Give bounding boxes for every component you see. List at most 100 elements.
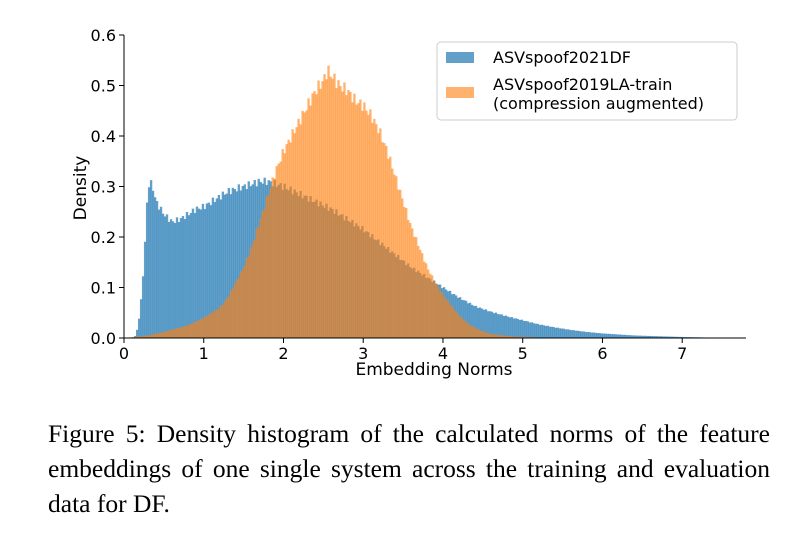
series-asvspoof2019la-bars	[125, 65, 567, 339]
histogram-bar-asvspoof2021df	[610, 334, 613, 338]
histogram-bar-asvspoof2019la	[490, 334, 494, 338]
histogram-bar-asvspoof2019la	[512, 336, 516, 338]
histogram-bar-asvspoof2021df	[522, 320, 526, 338]
histogram-bar-asvspoof2019la	[480, 331, 484, 338]
histogram-bar-asvspoof2021df	[221, 191, 225, 338]
histogram-bar-asvspoof2021df	[181, 215, 185, 338]
histogram-bar-asvspoof2021df	[588, 332, 591, 338]
histogram-bar-asvspoof2019la	[291, 129, 294, 338]
legend-label-asvspoof2019la: ASVspoof2019LA-train (compression augmen…	[493, 75, 704, 113]
histogram-bar-asvspoof2021df	[472, 305, 476, 338]
histogram-bar-asvspoof2019la	[159, 332, 163, 338]
histogram-bar-asvspoof2021df	[544, 325, 547, 338]
histogram-bar-asvspoof2019la	[486, 332, 490, 338]
x-tick-label: 1	[199, 344, 209, 363]
histogram-bar-asvspoof2019la	[433, 281, 436, 338]
histogram-bar-asvspoof2021df	[468, 302, 472, 338]
histogram-bar-asvspoof2021df	[530, 322, 534, 338]
histogram-bar-asvspoof2021df	[672, 336, 675, 338]
histogram-bar-asvspoof2019la	[247, 256, 250, 338]
histogram-bar-asvspoof2021df	[478, 307, 482, 338]
histogram-bar-asvspoof2019la	[283, 153, 286, 338]
histogram-bar-asvspoof2021df	[638, 335, 641, 338]
histogram-bar-asvspoof2021df	[642, 335, 645, 338]
histogram-bar-asvspoof2021df	[486, 311, 490, 338]
histogram-bar-asvspoof2019la	[444, 298, 448, 338]
histogram-bar-asvspoof2019la	[421, 253, 424, 338]
histogram-bar-asvspoof2021df	[546, 325, 549, 338]
histogram-bar-asvspoof2019la	[329, 76, 332, 339]
histogram-bar-asvspoof2019la	[195, 321, 199, 338]
histogram-bar-asvspoof2021df	[674, 336, 677, 338]
histogram-bar-asvspoof2021df	[233, 189, 236, 338]
histogram-bar-asvspoof2021df	[624, 334, 627, 338]
histogram-bar-asvspoof2019la	[446, 300, 450, 338]
histogram-bar-asvspoof2021df	[482, 309, 486, 338]
histogram-bar-asvspoof2019la	[135, 336, 139, 338]
histogram-bar-asvspoof2021df	[532, 323, 536, 338]
x-tick-label: 6	[597, 344, 607, 363]
histogram-bar-asvspoof2019la	[261, 210, 264, 338]
histogram-bar-asvspoof2019la	[399, 189, 402, 338]
histogram-bar-asvspoof2021df	[153, 197, 157, 338]
histogram-bar-asvspoof2019la	[313, 91, 316, 338]
histogram-bar-asvspoof2021df	[612, 334, 615, 338]
histogram-bar-asvspoof2021df	[498, 314, 502, 338]
histogram-bar-asvspoof2019la	[139, 336, 143, 338]
histogram-bar-asvspoof2021df	[562, 328, 565, 338]
histogram-bar-asvspoof2019la	[387, 158, 390, 338]
histogram-bar-asvspoof2021df	[628, 335, 631, 338]
histogram-bar-asvspoof2021df	[223, 194, 227, 338]
histogram-bar-asvspoof2021df	[578, 331, 581, 338]
histogram-bar-asvspoof2021df	[205, 203, 209, 338]
histogram-bar-asvspoof2019la	[271, 177, 274, 338]
histogram-bar-asvspoof2021df	[508, 317, 512, 338]
histogram-bar-asvspoof2019la	[275, 166, 278, 338]
histogram-bar-asvspoof2019la	[373, 118, 376, 339]
histogram-bar-asvspoof2021df	[668, 336, 671, 338]
histogram-bar-asvspoof2021df	[464, 300, 468, 338]
histogram-bar-asvspoof2019la	[514, 336, 518, 338]
histogram-bar-asvspoof2021df	[239, 190, 242, 338]
histogram-bar-asvspoof2019la	[285, 144, 288, 338]
histogram-bar-asvspoof2021df	[139, 299, 143, 338]
histogram-bar-asvspoof2021df	[570, 330, 573, 338]
histogram-bar-asvspoof2021df	[648, 335, 651, 338]
y-axis-label: Density	[71, 156, 91, 221]
histogram-bar-asvspoof2019la	[484, 332, 488, 338]
histogram-bar-asvspoof2021df	[658, 336, 661, 338]
histogram-bar-asvspoof2019la	[197, 320, 201, 338]
histogram-bar-asvspoof2021df	[171, 221, 175, 338]
histogram-bar-asvspoof2021df	[566, 329, 569, 338]
histogram-bar-asvspoof2019la	[405, 207, 408, 338]
histogram-bar-asvspoof2019la	[133, 336, 137, 338]
histogram-bar-asvspoof2019la	[223, 301, 227, 338]
histogram-bar-asvspoof2019la	[423, 261, 426, 338]
histogram-bar-asvspoof2021df	[646, 335, 649, 338]
histogram-bar-asvspoof2019la	[141, 335, 145, 338]
histogram-bar-asvspoof2021df	[622, 334, 625, 338]
histogram-bar-asvspoof2021df	[582, 331, 585, 338]
histogram-bar-asvspoof2019la	[462, 320, 466, 338]
figure-caption: Figure 5: Density histogram of the calcu…	[48, 419, 770, 518]
histogram-bar-asvspoof2021df	[167, 221, 171, 338]
histogram-bar-asvspoof2019la	[233, 284, 236, 338]
histogram-bar-asvspoof2021df	[147, 187, 151, 338]
y-tick-label: 0.4	[91, 127, 116, 146]
histogram-bar-asvspoof2019la	[305, 110, 308, 339]
histogram-bar-asvspoof2021df	[634, 335, 637, 338]
histogram-bar-asvspoof2019la	[456, 313, 460, 338]
histogram-bar-asvspoof2019la	[191, 323, 195, 338]
histogram-bar-asvspoof2019la	[269, 188, 272, 338]
histogram-bar-asvspoof2019la	[205, 316, 209, 338]
histogram-bar-asvspoof2019la	[137, 336, 141, 338]
histogram-bar-asvspoof2021df	[586, 332, 589, 338]
histogram-bar-asvspoof2019la	[281, 149, 284, 338]
histogram-bar-asvspoof2019la	[349, 91, 352, 338]
histogram-bar-asvspoof2021df	[229, 194, 232, 338]
histogram-bar-asvspoof2019la	[377, 133, 380, 338]
histogram-bar-asvspoof2019la	[257, 227, 260, 338]
histogram-bar-asvspoof2019la	[466, 323, 470, 338]
x-tick-label: 3	[358, 344, 368, 363]
histogram-bar-asvspoof2019la	[229, 290, 232, 338]
